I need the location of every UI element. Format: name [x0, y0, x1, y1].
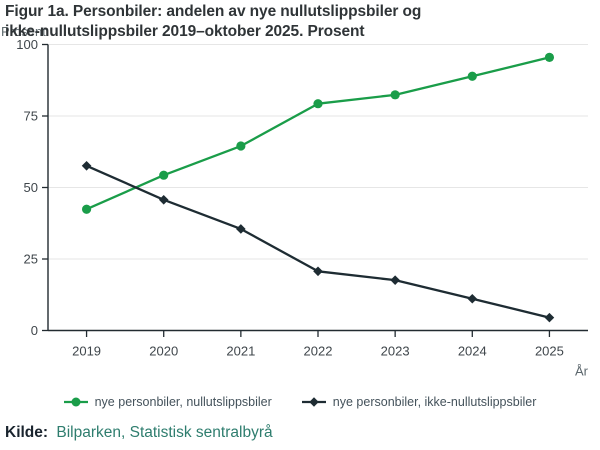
data-point-marker[interactable]: [467, 71, 477, 81]
series-line: [86, 56, 550, 211]
y-axis-unit-label: Prosent: [1, 24, 46, 39]
data-point-marker[interactable]: [81, 204, 92, 214]
y-tick-label: 50: [24, 180, 38, 195]
legend-item-ikke-nullutslippsbiler[interactable]: nye personbiler, ikke-nullutslippsbiler: [301, 395, 537, 409]
x-tick-label: 2024: [458, 344, 487, 359]
data-point-marker[interactable]: [313, 266, 323, 277]
chart-title-line1: Figur 1a. Personbiler: andelen av nye nu…: [5, 3, 422, 20]
source-row: Kilde: Bilparken, Statistisk sentralbyrå: [5, 424, 273, 442]
chart-title-line2: ikke-nullutslippsbiler 2019–oktober 2025…: [5, 23, 365, 40]
data-point-marker[interactable]: [81, 160, 92, 171]
series-line: [86, 164, 550, 319]
legend-label: nye personbiler, ikke-nullutslippsbiler: [332, 395, 537, 409]
y-tick-label: 75: [24, 109, 38, 124]
data-point-marker[interactable]: [390, 90, 400, 100]
data-point-marker[interactable]: [236, 141, 246, 151]
x-tick-label: 2022: [304, 344, 333, 359]
legend-line-circle-icon: [63, 397, 88, 407]
y-tick-label: 100: [16, 37, 38, 52]
data-point-marker[interactable]: [313, 99, 323, 109]
y-tick-label: 25: [24, 252, 38, 267]
series-1: [81, 160, 555, 323]
x-tick-label: 2020: [149, 344, 178, 359]
data-point-marker[interactable]: [390, 275, 400, 285]
source-link[interactable]: Bilparken, Statistisk sentralbyrå: [56, 424, 273, 441]
line-chart: 0 25 50 75 100 2019 2020 2021 2022 2023 2024 2025 År: [16, 37, 589, 379]
x-tick-label: 2021: [226, 344, 255, 359]
legend-label: nye personbiler, nullutslippsbiler: [94, 395, 272, 409]
legend-line-diamond-icon: [301, 397, 326, 407]
x-tick-label: 2019: [72, 344, 101, 359]
series-0: [81, 52, 555, 214]
y-tick-label: 0: [31, 323, 38, 338]
data-point-marker[interactable]: [159, 170, 169, 180]
data-point-marker[interactable]: [544, 312, 555, 323]
chart-legend: nye personbiler, nullutslippsbiler nye p…: [0, 395, 600, 409]
chart-title: Figur 1a. Personbiler: andelen av nye nu…: [5, 2, 421, 42]
legend-item-nullutslippsbiler[interactable]: nye personbiler, nullutslippsbiler: [63, 395, 272, 409]
source-label: Kilde:: [5, 424, 49, 441]
data-point-marker[interactable]: [236, 224, 246, 234]
data-point-marker[interactable]: [467, 293, 478, 304]
x-tick-label: 2025: [535, 344, 564, 359]
x-axis-title: År: [575, 364, 589, 379]
data-point-marker[interactable]: [544, 52, 555, 62]
x-tick-label: 2023: [381, 344, 410, 359]
data-point-marker[interactable]: [158, 194, 169, 205]
